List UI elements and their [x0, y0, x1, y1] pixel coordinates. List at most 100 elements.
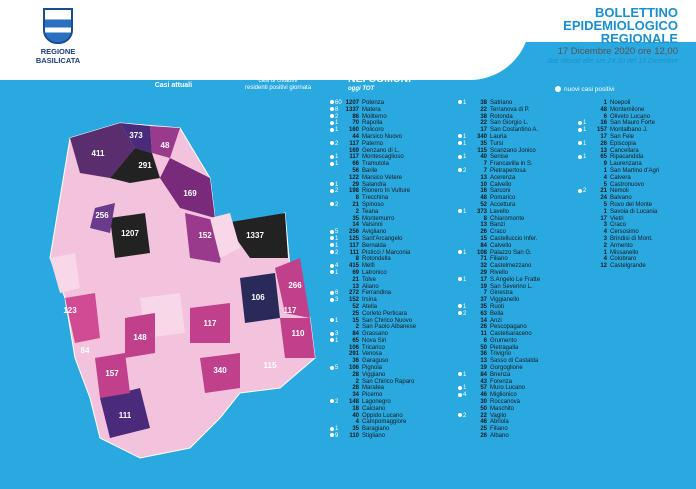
comune-row: 2 198 Rionero In Vulture [330, 188, 416, 195]
comune-row: 46 Abriola [458, 419, 540, 426]
casi-attuali-stat: 5891 Casi attuali [140, 52, 207, 90]
comune-name: Montemilone [610, 106, 645, 113]
new-cases [330, 419, 341, 426]
new-case-dot-icon [330, 243, 334, 248]
total-cases: 34 [352, 392, 359, 399]
comune-row: 6 Grumento [458, 338, 540, 345]
total-cases: 13 [480, 222, 487, 229]
municipality-area [150, 126, 180, 158]
total-cases: 13 [352, 283, 359, 290]
new-cases-value: 2 [463, 167, 467, 174]
new-case-dot-icon [578, 188, 582, 193]
new-cases: 4 [458, 392, 469, 399]
comune-name: Lavello [490, 208, 510, 215]
new-case-dot-icon [458, 372, 462, 377]
comune-name: Teana [362, 208, 379, 215]
title-line-2: EPIDEMIOLOGICO [563, 18, 678, 33]
total-cases: 46 [480, 419, 487, 426]
new-case-dot-icon [330, 154, 334, 159]
comune-row: 2 117 Paterno [330, 141, 416, 148]
new-case-dot-icon [330, 229, 334, 234]
total-cases: 84 [480, 371, 487, 378]
new-cases: 1 [330, 270, 341, 277]
municipality-area [125, 313, 155, 358]
comune-name: Terranova di P. [490, 106, 530, 113]
total-cases: 117 [349, 154, 359, 161]
comune-row: 1 Noepoli [578, 100, 659, 107]
total-cases: 38 [480, 113, 487, 120]
comune-row: 2 21 Nemoli [578, 188, 659, 195]
comune-name: Nemoli [610, 188, 629, 195]
total-cases: 44 [352, 133, 359, 140]
total-cases: 8 [483, 215, 487, 222]
new-cases [330, 385, 341, 392]
comune-name: Lagonegro [362, 399, 391, 406]
new-case-dot-icon [458, 277, 462, 282]
comuni-column-1: 60 1207 Potenza 8 1337 Matera 2 86 Moliterno 1 70 R… [330, 100, 416, 440]
comune-name: Pietragalla [490, 344, 519, 351]
new-cases [458, 358, 469, 365]
comune-row: 25 Filiano [458, 426, 540, 433]
comune-name: Craco [610, 222, 627, 229]
comune-row: 52 Atella [330, 304, 416, 311]
new-cases [458, 324, 469, 331]
new-cases [578, 168, 589, 175]
comune-row: 29 Rivello [458, 270, 540, 277]
map-case-label: 115 [264, 361, 277, 370]
comune-name: Oliveto Lucano [610, 113, 651, 120]
comune-row: 7 Francavilla in S. [458, 161, 540, 168]
comune-name: Castronuovo [610, 181, 645, 188]
new-cases [458, 338, 469, 345]
comune-row: 4 Cersosimo [578, 229, 659, 236]
comune-name: Avigliano [362, 229, 387, 236]
comune-name: Albano [490, 433, 509, 440]
new-cases: 3 [330, 297, 341, 304]
total-cases: 4 [355, 419, 359, 426]
total-cases: 1 [603, 167, 607, 174]
total-cases: 340 [476, 133, 487, 140]
comune-name: S.Angelo Le Fratte [490, 276, 541, 283]
new-case-dot-icon [330, 127, 334, 132]
comune-row: 18 Calciano [330, 406, 416, 413]
new-cases: 1 [458, 250, 469, 257]
comune-name: Aliano [362, 283, 379, 290]
new-cases: 2 [330, 188, 341, 195]
total-cases: 11 [480, 331, 487, 338]
comune-name: Pescopagano [490, 324, 527, 331]
comune-row: 6 272 Ferrandina [330, 290, 416, 297]
new-case-dot-icon [330, 181, 334, 186]
comune-row: 11 Castelsaraceno [458, 331, 540, 338]
new-cases: 2 [330, 114, 341, 121]
new-case-dot-icon [458, 385, 462, 390]
new-cases [578, 256, 589, 263]
municipality-area [210, 213, 240, 258]
comune-name: Lauria [490, 133, 507, 140]
new-cases-value: 60 [335, 100, 342, 106]
new-case-dot-icon [458, 141, 462, 146]
comune-name: Senise [490, 154, 509, 161]
new-cases [578, 216, 589, 223]
new-cases: 1 [458, 134, 469, 141]
total-cases: 22 [480, 412, 487, 419]
comune-name: Vaglio [490, 412, 507, 419]
comune-row: 8 Rotondella [330, 256, 416, 263]
bulletin-title: BOLLETTINO EPIDEMIOLOGICO REGIONALE [563, 6, 678, 45]
total-cases: 25 [480, 426, 487, 433]
comune-name: Ferrandina [362, 290, 392, 297]
comune-row: 37 Viggianello [458, 297, 540, 304]
comune-name: Filiano [490, 426, 508, 433]
total-cases: 115 [477, 147, 487, 154]
total-cases: 415 [348, 263, 359, 270]
comune-name: Chiaromonte [490, 215, 525, 222]
comune-row: 13 Sasso di Castalda [458, 358, 540, 365]
new-cases [458, 345, 469, 352]
total-cases: 10 [480, 181, 487, 188]
total-cases: 57 [480, 385, 487, 392]
comune-name: Stigliano [362, 433, 386, 440]
new-cases-value: 3 [335, 297, 339, 304]
total-cases: 17 [480, 127, 487, 134]
total-cases: 65 [352, 337, 359, 344]
total-cases: 48 [480, 195, 487, 202]
new-cases [330, 168, 341, 175]
total-cases: 6 [603, 113, 607, 120]
